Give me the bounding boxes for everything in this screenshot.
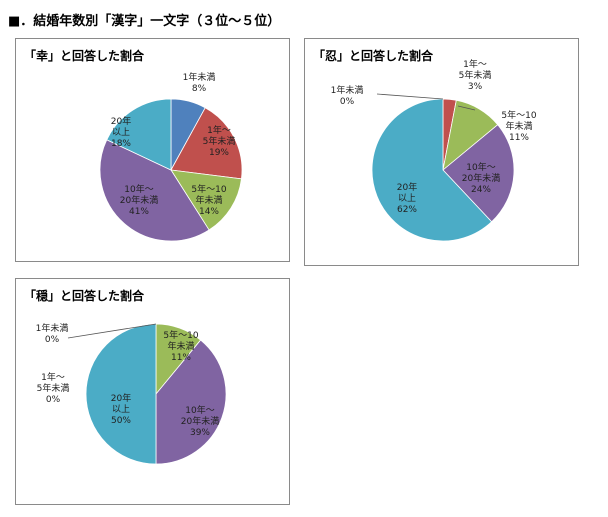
- chart-panel-nin: 「忍」と回答した割合 1年未満 0% 1年～ 5年未満 3% 5年～10 年未満 11% 10年…: [304, 38, 579, 266]
- pie-slice-y5to10: [170, 169, 242, 231]
- data-label-y20plus: 20年以上 18%: [111, 115, 132, 149]
- pie-slice-y10to20: [442, 124, 515, 223]
- data-label-lt1: 1年未満 0%: [331, 84, 364, 107]
- chart-panel-on: 「穏」と回答した割合 1年未満 0% 1年～ 5年未満 0% 5年～10 年未満 11% 10年…: [15, 278, 290, 505]
- pie-chart-kou: 1年未満 8% 1年～ 5年未満 19% 5年～10 年未満 14% 10年～ 20年未満 41% 2…: [99, 71, 243, 242]
- leader-line: [376, 93, 444, 100]
- page-heading: ■．結婚年数別「漢字」一文字（３位～５位）: [8, 14, 281, 29]
- leader-line: [457, 105, 476, 111]
- data-label-y1to5: 1年～ 5年未満 19%: [203, 124, 236, 158]
- data-label-y5to10: 5年～10 年未満 11%: [163, 329, 198, 363]
- chart-title: 「幸」と回答した割合: [24, 49, 145, 63]
- pie-slice-y10to20: [155, 339, 227, 465]
- data-label-y10to20: 10年～ 20年未満 24%: [462, 161, 500, 195]
- data-label-y1to5: 1年～ 5年未満 0%: [37, 371, 70, 405]
- data-label-lt1: 1年未満 8%: [183, 71, 216, 94]
- data-label-y10to20: 10年～ 20年未満 41%: [120, 183, 158, 217]
- data-label-y10to20: 10年～ 20年未満 39%: [181, 404, 219, 438]
- data-label-y5to10: 5年～10 年未満 11%: [501, 109, 536, 143]
- pie-slice-y20plus: [371, 98, 493, 242]
- pie-chart-on: 1年未満 0% 1年～ 5年未満 0% 5年～10 年未満 11% 10年～ 20年未満 39% 20…: [36, 322, 227, 465]
- chart-panel-kou: 「幸」と回答した割合 1年未満 8% 1年～ 5年未満 19% 5年～10 年未満 14% 10…: [15, 38, 290, 262]
- data-label-y20plus: 20年以上 62%: [397, 181, 418, 215]
- data-label-y1to5: 1年～ 5年未満 3%: [459, 58, 492, 92]
- data-label-y20plus: 20年以上 50%: [111, 392, 132, 426]
- chart-title: 「穏」と回答した割合: [24, 289, 145, 303]
- leader-line: [67, 323, 157, 339]
- pie-chart-nin: 1年未満 0% 1年～ 5年未満 3% 5年～10 年未満 11%10年～ 20年未満 24% 20…: [331, 58, 537, 242]
- data-label-y5to10: 5年～10 年未満 14%: [191, 183, 226, 217]
- data-label-lt1: 1年未満 0%: [36, 322, 69, 345]
- pie-slice-y20plus: [106, 98, 172, 171]
- pie-slice-y20plus: [85, 323, 157, 465]
- pie-slice-y1to5: [170, 107, 243, 180]
- chart-title: 「忍」と回答した割合: [313, 49, 434, 63]
- pie-slice-y10to20: [99, 139, 210, 242]
